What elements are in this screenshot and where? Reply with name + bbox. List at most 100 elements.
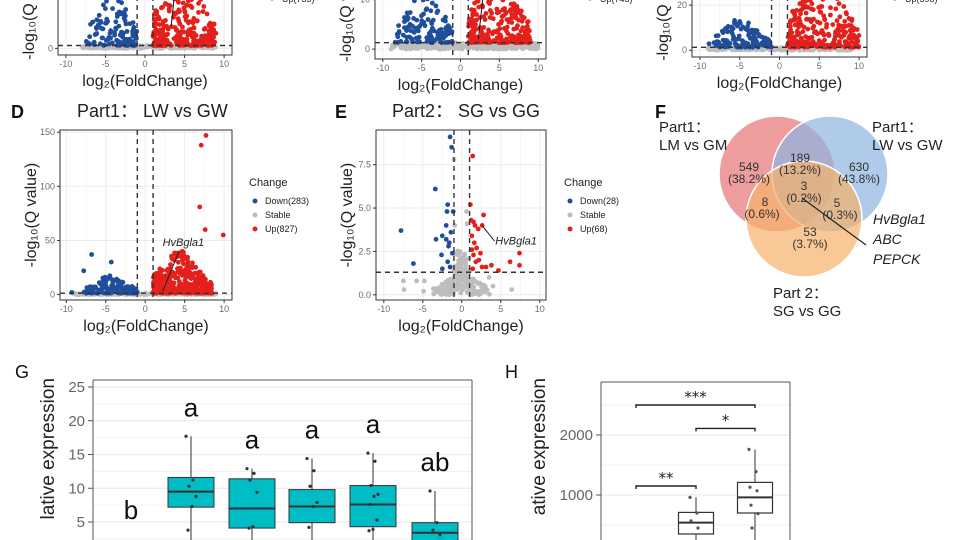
data-point [757,33,762,39]
data-point [153,286,159,292]
data-point [509,20,515,25]
jitter-point [191,478,195,482]
data-point [522,29,528,34]
data-point [471,240,477,246]
data-point [787,44,793,50]
data-point [90,19,96,25]
data-point [96,12,102,18]
data-point [180,24,185,30]
y-axis-title: -log₁₀(Q value) [655,0,672,61]
data-point [182,14,188,19]
data-point [423,7,429,13]
data-point [470,11,476,17]
data-point [195,280,201,286]
venn-region-percent: (0.3%) [822,208,857,222]
data-point [445,259,451,265]
bracket-line [635,404,756,408]
venn-set-label: LM vs GM [659,137,727,154]
venn-region-percent: (43.8%) [838,172,880,186]
jitter-point [696,526,700,530]
data-point [495,35,501,40]
data-point [414,278,419,284]
data-point [172,25,178,30]
data-point [474,0,479,2]
data-point [848,23,854,28]
data-point [204,11,210,17]
data-point [173,252,178,257]
significance-bracket: *** [635,388,756,408]
data-point [476,4,482,10]
x-axis-title: log₂(FoldChange) [83,318,208,335]
y-tick-label: 10 [68,480,85,497]
data-point [87,34,93,40]
y-axis-title: -log₁₀(Q value) [23,163,40,268]
data-point [817,20,823,26]
data-point [722,44,728,50]
data-point [116,40,122,46]
data-point [100,26,106,32]
data-point [789,38,794,44]
jitter-point [366,451,370,455]
jitter-point [695,511,699,515]
data-point [491,38,497,43]
x-tick-label: -5 [101,59,109,69]
data-point [163,18,168,23]
data-point [803,10,809,16]
jitter-point [372,494,376,498]
data-point [484,46,490,52]
data-point [500,0,506,3]
annotation-line [170,0,175,27]
data-point [91,39,97,45]
data-point [200,9,206,14]
data-point [471,276,476,282]
data-point [818,9,824,15]
venn-region-count: 3 [801,179,808,193]
data-point [464,280,470,286]
data-point [185,254,191,260]
data-point [421,288,426,294]
volcano-panel-b: -10 -5 0 5 10 0 10 log₂(FoldChange) -log₁₀(Q val… [338,0,633,94]
jitter-point [431,528,435,532]
data-point [828,5,833,11]
data-point [430,17,436,23]
jitter-point [245,467,249,471]
data-point [180,0,186,6]
data-point [449,144,454,150]
data-point [504,28,509,34]
data-point [759,41,764,46]
data-point [525,19,531,24]
jitter-point [368,502,372,507]
jitter-point [307,525,311,530]
plot-frame [59,129,233,301]
data-point [455,272,461,278]
data-point [725,40,731,45]
jitter-point [438,533,442,537]
data-point [504,17,510,22]
data-point [183,266,189,272]
volcano-panel-d: HvBgla1-10 -5 0 5 10050100150log₂(FoldChange… [23,101,309,335]
data-point [836,28,842,34]
jitter-point [375,518,379,522]
data-point [815,31,820,37]
x-tick-label: -10 [377,304,390,314]
data-point [108,290,114,296]
data-point [103,280,108,285]
data-point [112,32,117,38]
data-point [157,22,162,27]
data-point [849,27,854,33]
data-point [805,4,811,10]
data-point [433,3,439,9]
data-point [399,43,405,49]
y-tick-label: 5 [77,514,85,531]
data-point [190,260,195,266]
data-point [156,41,162,46]
data-point [517,32,522,38]
data-point [122,18,128,23]
data-point [429,36,434,42]
data-point [793,16,798,22]
data-point [826,33,832,38]
jitter-point [187,484,191,488]
data-point [443,18,448,24]
box [228,478,276,529]
